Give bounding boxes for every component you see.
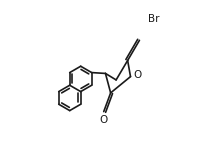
Text: Br: Br [148,14,160,24]
Text: O: O [99,115,107,125]
Text: O: O [133,70,141,80]
